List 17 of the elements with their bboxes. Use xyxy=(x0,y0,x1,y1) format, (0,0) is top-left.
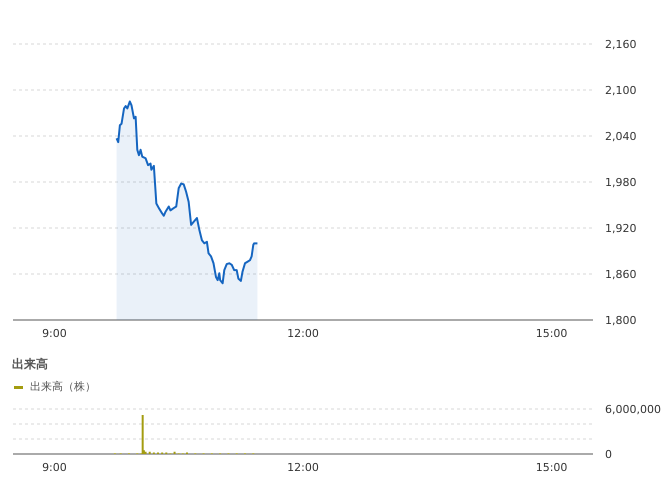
legend-label: 出来高（株） xyxy=(30,380,96,393)
x-tick-label: 9:00 xyxy=(42,327,67,340)
y-tick-label: 2,160 xyxy=(605,38,636,51)
x-tick-label: 9:00 xyxy=(42,461,67,474)
x-tick-label: 12:00 xyxy=(287,327,319,340)
y-tick-label: 6,000,000 xyxy=(605,403,661,416)
y-tick-label: 2,100 xyxy=(605,84,636,97)
x-tick-label: 15:00 xyxy=(536,461,568,474)
x-tick-label: 15:00 xyxy=(536,327,568,340)
x-tick-label: 12:00 xyxy=(287,461,319,474)
y-tick-label: 1,800 xyxy=(605,314,636,327)
y-tick-label: 1,980 xyxy=(605,176,636,189)
y-tick-label: 1,920 xyxy=(605,222,636,235)
y-tick-label: 0 xyxy=(605,448,612,461)
y-tick-label: 1,860 xyxy=(605,268,636,281)
y-tick-label: 2,040 xyxy=(605,130,636,143)
chart-title: 出来高 xyxy=(12,357,48,371)
